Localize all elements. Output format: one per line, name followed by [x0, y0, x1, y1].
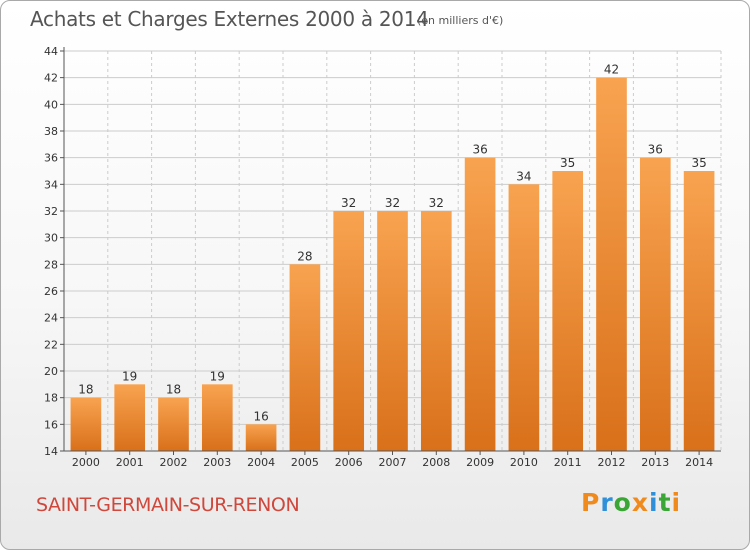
x-tick-label: 2010	[510, 456, 538, 469]
bar-value-label: 16	[253, 409, 268, 423]
axes: 14 16 18 20 22 24 26 28 30 32 34 36 38 40 42 44 2000 2001…	[44, 45, 721, 469]
y-tick-label: 32	[44, 205, 58, 218]
y-tick-label: 28	[44, 258, 58, 271]
proxiti-logo: Proxiti	[581, 488, 682, 517]
bar-2014	[683, 171, 715, 451]
bar-2000	[70, 397, 102, 451]
bar-2011	[552, 171, 584, 451]
y-tick-label: 22	[44, 338, 58, 351]
commune-name: SAINT-GERMAIN-SUR-RENON	[36, 494, 300, 516]
x-tick-label: 2013	[641, 456, 669, 469]
bar-2010	[508, 184, 540, 452]
bar-value-label: 18	[78, 383, 93, 397]
bars: 18 19 18 19 16 28 32 32 32 36 34 35 42 36 35	[70, 63, 715, 452]
chart-title: Achats et Charges Externes 2000 à 2014	[30, 7, 429, 31]
x-tick-label: 2004	[247, 456, 275, 469]
y-tick-label: 26	[44, 285, 58, 298]
y-tick-label: 16	[44, 418, 58, 431]
bar-2007	[377, 211, 408, 451]
bar-value-label: 34	[516, 169, 531, 183]
y-tick-label: 40	[44, 98, 58, 111]
bar-value-label: 32	[385, 196, 400, 210]
x-tick-label: 2009	[466, 456, 494, 469]
x-tick-label: 2008	[422, 456, 450, 469]
bar-value-label: 35	[560, 156, 575, 170]
x-tick-label: 2002	[160, 456, 188, 469]
bar-value-label: 28	[297, 249, 312, 263]
bar-2009	[464, 157, 496, 451]
bar-value-label: 32	[341, 196, 356, 210]
bar-2005	[289, 264, 321, 451]
y-tick-label: 38	[44, 125, 58, 138]
y-tick-label: 36	[44, 152, 58, 165]
chart-unit: (en milliers d'€)	[417, 14, 504, 27]
bar-2002	[158, 397, 189, 451]
x-tick-label: 2005	[291, 456, 319, 469]
bar-2008	[420, 211, 452, 451]
bar-2013	[639, 157, 671, 451]
x-tick-label: 2007	[379, 456, 407, 469]
x-tick-label: 2011	[554, 456, 582, 469]
bar-value-label: 42	[604, 63, 619, 77]
bar-2012	[596, 77, 627, 452]
bar-2003	[201, 384, 233, 451]
bar-2004	[245, 424, 277, 451]
x-tick-label: 2014	[685, 456, 713, 469]
bar-value-label: 32	[429, 196, 444, 210]
x-tick-label: 2003	[203, 456, 231, 469]
bar-2001	[114, 384, 146, 451]
bar-value-label: 36	[648, 143, 663, 157]
x-tick-label: 2012	[598, 456, 626, 469]
x-tick-label: 2000	[72, 456, 100, 469]
y-tick-label: 14	[44, 445, 58, 458]
x-tick-label: 2006	[335, 456, 363, 469]
bar-value-label: 18	[166, 383, 181, 397]
bar-value-label: 19	[210, 369, 225, 383]
y-tick-label: 42	[44, 72, 58, 85]
y-tick-label: 34	[44, 178, 58, 191]
bar-value-label: 36	[472, 143, 487, 157]
y-tick-label: 24	[44, 312, 58, 325]
y-tick-label: 18	[44, 392, 58, 405]
bar-value-label: 19	[122, 369, 137, 383]
bar-2006	[333, 211, 365, 451]
bar-value-label: 35	[691, 156, 706, 170]
y-tick-label: 30	[44, 232, 58, 245]
x-tick-label: 2001	[116, 456, 144, 469]
y-tick-label: 20	[44, 365, 58, 378]
y-tick-label: 44	[44, 45, 58, 58]
